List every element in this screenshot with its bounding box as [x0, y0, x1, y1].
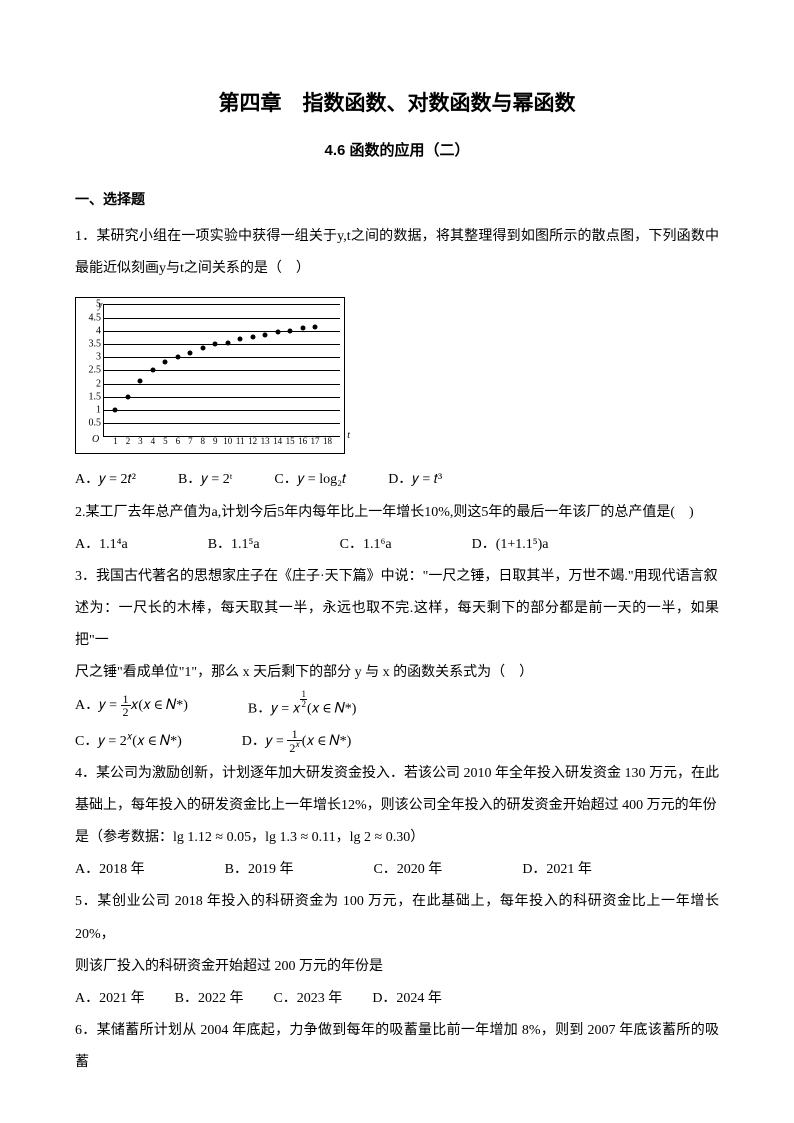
x-tick-label: 11 [236, 436, 245, 447]
x-tick-label: 15 [286, 436, 295, 447]
option-a: A．1.1⁴a [75, 529, 128, 561]
x-tick-label: 2 [126, 436, 131, 447]
q6-text: 6．某储蓄所计划从 2004 年底起，力争做到每年的吸蓄量比前一年增加 8%，则… [75, 1015, 719, 1079]
option-c: C．2023 年 [273, 983, 342, 1015]
section-heading: 一、选择题 [75, 183, 719, 215]
data-point [175, 355, 180, 360]
x-tick-label: 7 [188, 436, 193, 447]
q4-line3: 是（参考数据：lg 1.12 ≈ 0.05，lg 1.3 ≈ 0.11，lg 2… [75, 822, 719, 854]
option-a: A．𝑦 = 2𝑡² [75, 464, 136, 496]
data-point [263, 332, 268, 337]
option-b: B．𝑦 = 𝑥12(𝑥 ∈ 𝑁*) [248, 690, 357, 726]
data-point [200, 345, 205, 350]
q3-options-row2: C．𝑦 = 2𝑥(𝑥 ∈ 𝑁*) D．𝑦 = 12𝑥(𝑥 ∈ 𝑁*) [75, 726, 719, 758]
data-point [163, 360, 168, 365]
option-a: A．2021 年 [75, 983, 145, 1015]
data-point [150, 368, 155, 373]
q1-text: 1．某研究小组在一项实验中获得一组关于y,t之间的数据，将其整理得到如图所示的散… [75, 221, 719, 285]
option-d: D．𝑦 = 𝑡³ [388, 464, 442, 496]
chapter-title: 第四章 指数函数、对数函数与幂函数 [75, 80, 719, 128]
data-point [275, 330, 280, 335]
q3-line2: 述为：一尺长的木棒，每天取其一半，永远也取不完.这样，每天剩下的部分都是前一天的… [75, 593, 719, 657]
option-b: B．𝑦 = 2ᵗ [178, 464, 232, 496]
q5-options: A．2021 年 B．2022 年 C．2023 年 D．2024 年 [75, 983, 719, 1015]
data-point [225, 340, 230, 345]
section-title: 4.6 函数的应用（二） [75, 134, 719, 169]
q4-line2: 基础上，每年投入的研发资金比上一年增长12%，则该公司全年投入的研发资金开始超过… [75, 790, 719, 822]
option-c: C．𝑦 = log₂𝑡 [274, 464, 346, 496]
q4-line1: 4．某公司为激励创新，计划逐年加大研发资金投入．若该公司 2010 年全年投入研… [75, 758, 719, 790]
x-tick-label: 3 [138, 436, 143, 447]
x-tick-label: 17 [311, 436, 320, 447]
data-point [250, 335, 255, 340]
option-d: D．𝑦 = 12𝑥(𝑥 ∈ 𝑁*) [242, 726, 352, 758]
option-a: A．𝑦 = 12𝑥(𝑥 ∈ 𝑁*) [75, 690, 188, 726]
q5-line2: 则该厂投入的科研资金开始超过 200 万元的年份是 [75, 951, 719, 983]
option-b: B．2019 年 [225, 854, 294, 886]
x-tick-label: 13 [261, 436, 270, 447]
x-tick-label: 12 [248, 436, 257, 447]
option-d: D．2024 年 [372, 983, 442, 1015]
scatter-chart: y t O 0.511.522.533.544.5512345678910111… [75, 297, 719, 454]
x-tick-label: 4 [151, 436, 156, 447]
option-a: A．2018 年 [75, 854, 145, 886]
q5-line1: 5．某创业公司 2018 年投入的科研资金为 100 万元，在此基础上，每年投入… [75, 886, 719, 950]
q3-line3: 尺之锤"看成单位"1"，那么 x 天后剩下的部分 y 与 x 的函数关系式为（ … [75, 657, 719, 689]
q2-text: 2.某工厂去年总产值为a,计划今后5年内每年比上一年增长10%,则这5年的最后一… [75, 497, 719, 529]
data-point [313, 324, 318, 329]
q3-options-row1: A．𝑦 = 12𝑥(𝑥 ∈ 𝑁*) B．𝑦 = 𝑥12(𝑥 ∈ 𝑁*) [75, 690, 719, 726]
x-tick-label: 5 [163, 436, 168, 447]
x-tick-label: 6 [176, 436, 181, 447]
x-tick-label: 1 [113, 436, 118, 447]
data-point [300, 326, 305, 331]
q3-line1: 3．我国古代著名的思想家庄子在《庄子·天下篇》中说："一尺之锤，日取其半，万世不… [75, 561, 719, 593]
data-point [213, 341, 218, 346]
option-c: C．𝑦 = 2𝑥(𝑥 ∈ 𝑁*) [75, 726, 182, 758]
x-tick-label: 10 [223, 436, 232, 447]
option-d: D．(1+1.1⁵)a [472, 529, 549, 561]
data-point [125, 394, 130, 399]
x-tick-label: 14 [273, 436, 282, 447]
x-tick-label: 9 [213, 436, 218, 447]
y-tick-label: 5 [96, 293, 103, 316]
q4-options: A．2018 年 B．2019 年 C．2020 年 D．2021 年 [75, 854, 719, 886]
option-b: B．1.1⁵a [208, 529, 260, 561]
x-tick-label: 18 [323, 436, 332, 447]
option-d: D．2021 年 [522, 854, 592, 886]
x-axis-label: t [347, 424, 350, 447]
q2-options: A．1.1⁴a B．1.1⁵a C．1.1⁶a D．(1+1.1⁵)a [75, 529, 719, 561]
data-point [113, 407, 118, 412]
data-point [238, 336, 243, 341]
data-point [188, 351, 193, 356]
data-point [138, 378, 143, 383]
x-tick-label: 8 [201, 436, 206, 447]
option-c: C．2020 年 [373, 854, 442, 886]
q1-options: A．𝑦 = 2𝑡² B．𝑦 = 2ᵗ C．𝑦 = log₂𝑡 D．𝑦 = 𝑡³ [75, 464, 719, 496]
option-b: B．2022 年 [175, 983, 244, 1015]
option-c: C．1.1⁶a [340, 529, 392, 561]
x-tick-label: 16 [298, 436, 307, 447]
data-point [288, 328, 293, 333]
